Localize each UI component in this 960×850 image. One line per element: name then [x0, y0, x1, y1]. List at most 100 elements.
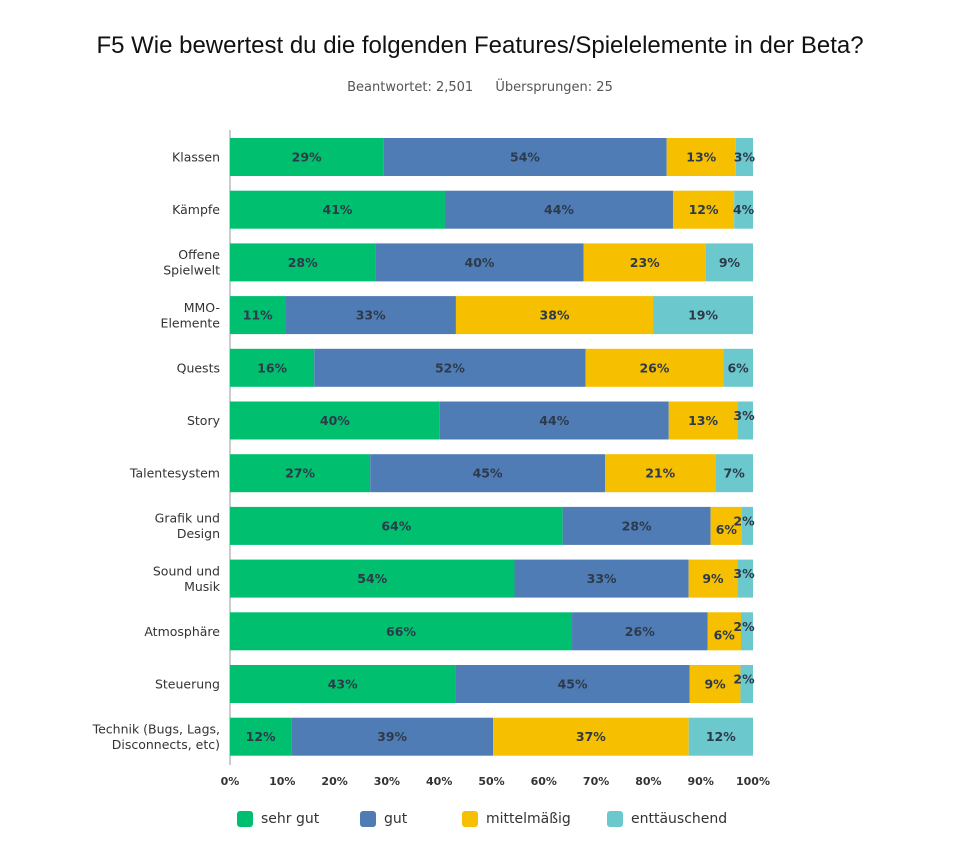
category-label-line: Grafik und	[155, 511, 220, 526]
bar-segment	[230, 665, 456, 703]
category-label-line: Kämpfe	[172, 202, 220, 217]
bar-segment	[455, 665, 690, 703]
category-label: Sound und Musik	[153, 563, 221, 594]
x-tick-label: 60%	[531, 775, 557, 788]
bar-segment	[230, 190, 445, 229]
x-tick-label: 20%	[321, 775, 347, 788]
legend-item[interactable]: enttäuschend	[607, 808, 727, 830]
category-label: Quests	[177, 360, 220, 375]
legend-swatch	[237, 811, 253, 827]
legend-label: enttäuschend	[631, 811, 728, 827]
bar-segment	[514, 559, 689, 598]
category-label: Grafik und Design	[155, 511, 220, 542]
category-label: Technik (Bugs, Lags, Disconnects, etc)	[92, 721, 220, 752]
bar-segment	[653, 296, 753, 335]
data-label: 33%	[356, 308, 386, 323]
bar-segment	[230, 348, 315, 387]
category-label-line: Talentesystem	[129, 466, 220, 481]
data-label: 16%	[257, 360, 287, 375]
legend-item[interactable]: sehr gut	[237, 808, 319, 830]
data-label: 23%	[630, 255, 660, 270]
bar-segment	[740, 612, 753, 651]
bar-segment	[689, 665, 741, 703]
legend-swatch	[607, 811, 623, 827]
bar-segment	[604, 454, 716, 493]
bar-segment	[230, 612, 573, 651]
category-label: Talentesystem	[129, 466, 220, 481]
category-label-line: Story	[187, 413, 221, 428]
bar-segment	[583, 243, 706, 282]
data-label: 3%	[734, 150, 756, 165]
data-label: 27%	[285, 466, 315, 481]
bar-segment	[439, 401, 669, 440]
bar-segment	[572, 612, 708, 651]
data-label: 44%	[544, 202, 574, 217]
legend-item[interactable]: mittelmäßig	[462, 808, 571, 830]
data-label: 9%	[702, 571, 724, 586]
data-label: 38%	[540, 308, 570, 323]
bar-segment	[285, 296, 456, 335]
category-label: Atmosphäre	[144, 624, 220, 639]
category-label-line: Offene	[178, 247, 220, 262]
data-label: 4%	[733, 202, 755, 217]
bar-segment	[742, 506, 753, 545]
data-label: 40%	[320, 413, 350, 428]
data-label: 9%	[704, 677, 726, 692]
bar-segment	[585, 348, 724, 387]
category-label-line: Technik (Bugs, Lags,	[92, 721, 220, 736]
x-tick-label: 40%	[426, 775, 452, 788]
bar-segment	[455, 296, 654, 335]
chart-legend: sehr gut gut mittelmäßig enttäuschend	[0, 808, 960, 832]
bar-segment	[370, 454, 605, 493]
bar-segment	[715, 454, 753, 493]
data-label: 2%	[733, 513, 755, 528]
bar-segment	[666, 138, 736, 176]
data-label: 9%	[719, 255, 741, 270]
category-label-line: Disconnects, etc)	[112, 737, 220, 752]
data-label: 64%	[381, 518, 411, 533]
bar-segment	[230, 138, 384, 176]
data-label: 41%	[323, 202, 353, 217]
data-label: 33%	[587, 571, 617, 586]
bar-segment	[740, 665, 753, 703]
category-label-line: Musik	[184, 579, 221, 594]
bar-segment	[562, 506, 711, 545]
bar-segment	[688, 559, 738, 598]
category-label-line: Spielwelt	[163, 263, 220, 278]
data-label: 2%	[733, 672, 755, 687]
category-label-line: Steuerung	[155, 677, 220, 692]
bar-segment	[668, 401, 738, 440]
bar-segment	[375, 243, 584, 282]
data-label: 3%	[733, 566, 755, 581]
bar-segment	[230, 559, 515, 598]
category-label: Kämpfe	[172, 202, 220, 217]
data-label: 40%	[465, 255, 495, 270]
bar-segment	[314, 348, 586, 387]
chart-title: F5 Wie bewertest du die folgenden Featur…	[96, 32, 864, 59]
bar-segment	[230, 243, 376, 282]
data-label: 6%	[716, 522, 738, 537]
data-label: 28%	[288, 255, 318, 270]
bar-segment	[723, 348, 753, 387]
data-label: 12%	[706, 729, 736, 744]
x-tick-label: 10%	[269, 775, 295, 788]
data-label: 29%	[292, 150, 322, 165]
data-label: 54%	[510, 150, 540, 165]
data-label: 26%	[639, 360, 669, 375]
data-label: 52%	[435, 360, 465, 375]
category-label-line: Quests	[177, 360, 220, 375]
data-label: 21%	[645, 466, 675, 481]
bar-segment	[688, 717, 753, 756]
x-tick-label: 80%	[635, 775, 661, 788]
data-label: 66%	[386, 624, 416, 639]
legend-item[interactable]: gut	[360, 808, 407, 830]
x-tick-label: 50%	[478, 775, 504, 788]
data-label: 39%	[377, 729, 407, 744]
category-label-line: Elemente	[161, 315, 221, 330]
bar-segment	[383, 138, 667, 176]
bar-segment	[737, 401, 753, 440]
category-label: Offene Spielwelt	[163, 247, 220, 278]
category-label-line: Sound und	[153, 563, 220, 578]
stacked-bar-chart: Klassen 29% 54% 13% 3% Kämpfe 41% 44% 12% 4% Offen…	[92, 130, 770, 788]
data-label: 44%	[539, 413, 569, 428]
